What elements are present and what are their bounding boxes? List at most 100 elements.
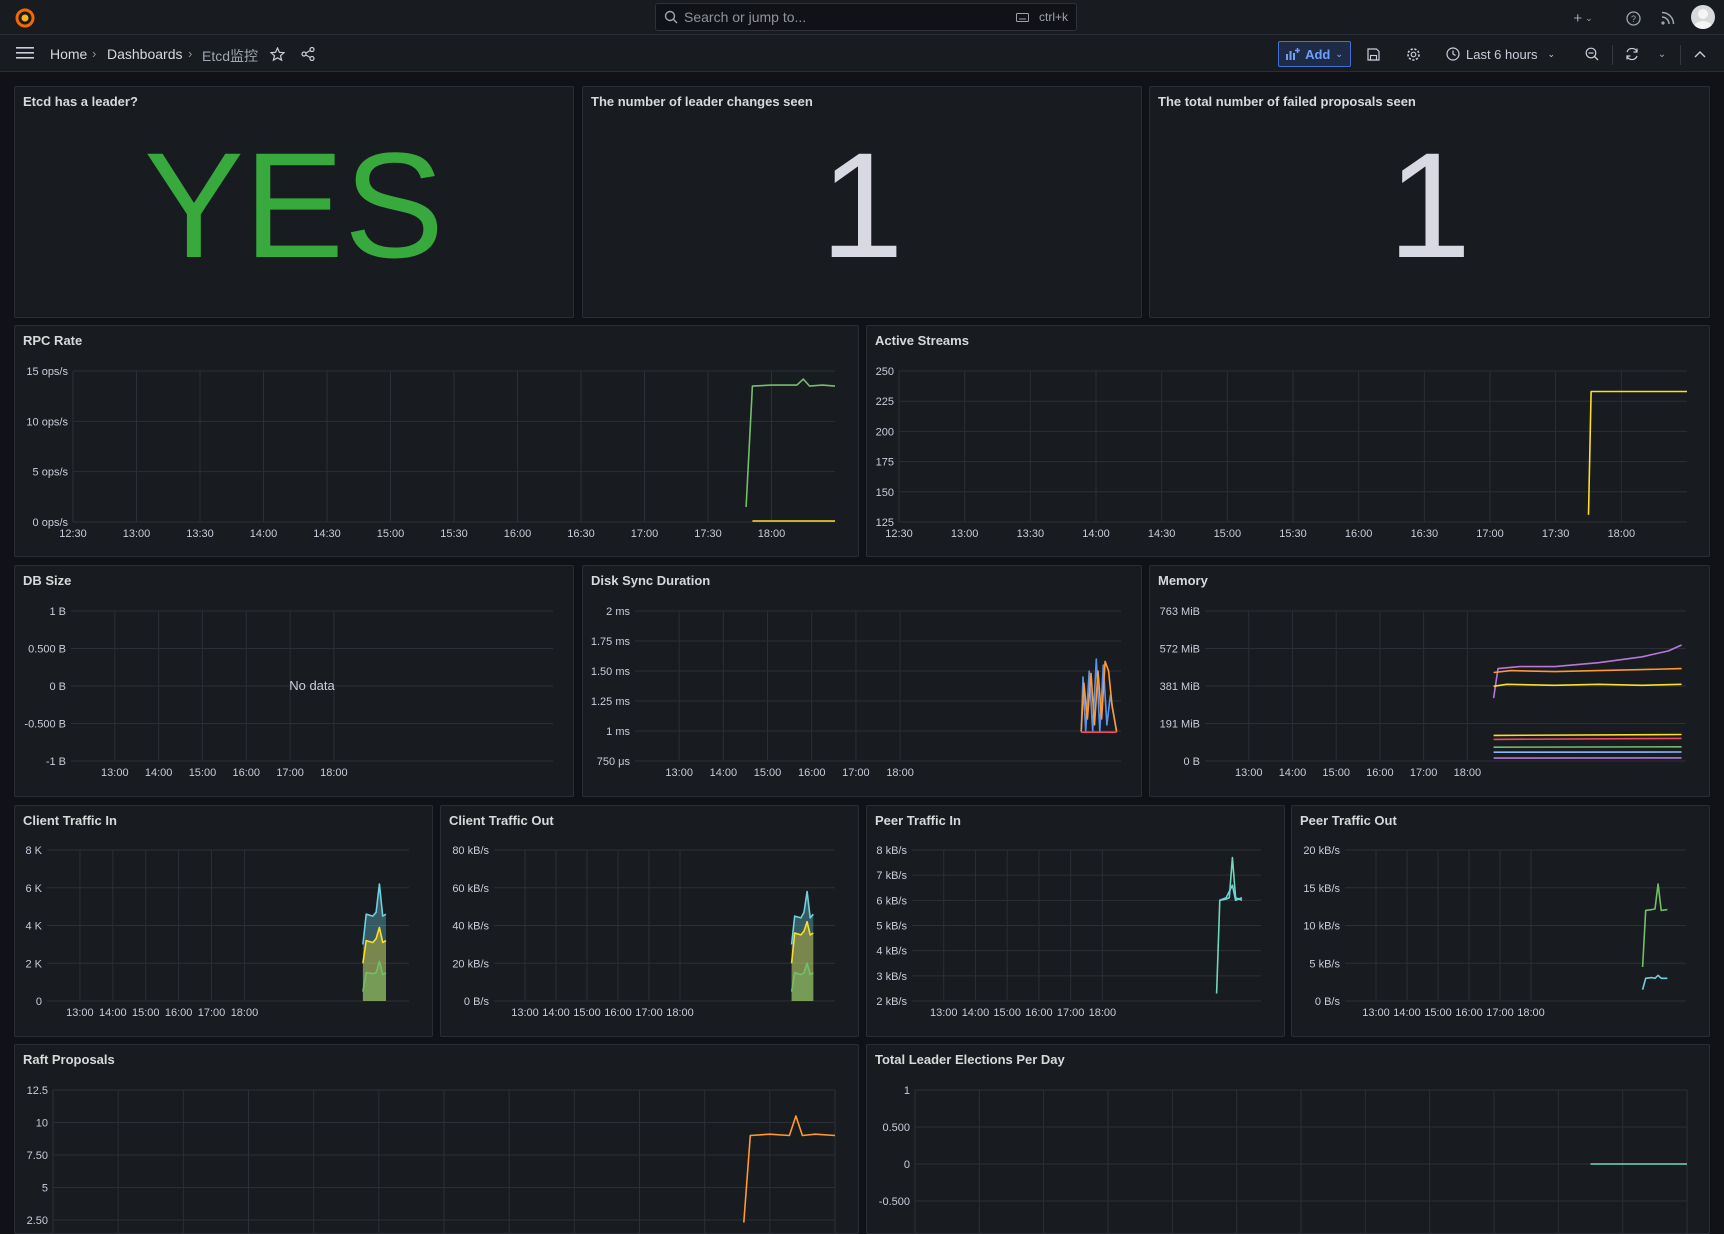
y-tick-label: 0.500 B [28,644,66,656]
breadcrumb-home[interactable]: Home [50,46,87,62]
y-tick-label: 763 MiB [1160,606,1200,618]
panel-title: The number of leader changes seen [591,94,813,109]
x-tick-label: 14:00 [1279,767,1307,779]
collapse-chevron-up-icon[interactable] [1690,44,1710,64]
breadcrumb-separator-icon: › [188,46,192,61]
zoom-out-icon[interactable] [1582,44,1602,64]
x-tick-label: 16:00 [798,767,826,779]
clock-icon [1446,47,1460,61]
y-tick-label: 1.50 ms [591,666,631,678]
settings-gear-icon[interactable] [1403,44,1423,64]
y-tick-label: 0.500 [882,1122,910,1134]
x-tick-label: 17:00 [1057,1007,1085,1019]
x-tick-label: 12:30 [885,528,913,540]
user-avatar[interactable] [1691,5,1715,29]
y-tick-label: 15 kB/s [1303,883,1340,895]
time-range-picker[interactable]: Last 6 hours ⌄ [1446,41,1568,67]
y-tick-label: 0 B [1183,756,1200,768]
y-tick-label: 572 MiB [1160,644,1200,656]
grafana-logo-icon[interactable] [12,6,38,30]
y-tick-label: 20 kB/s [1303,845,1340,857]
toolbar-divider [1612,45,1613,65]
share-icon[interactable] [298,44,318,64]
search-input[interactable]: Search or jump to... ctrl+k [655,3,1077,31]
x-tick-label: 16:30 [1411,528,1439,540]
series-line [744,1116,835,1223]
refresh-interval-chevron-icon[interactable]: ⌄ [1654,44,1670,64]
help-icon[interactable]: ? [1622,7,1644,29]
breadcrumb-separator-icon: › [92,46,96,61]
x-tick-label: 18:00 [1089,1007,1117,1019]
x-tick-label: 15:00 [1214,528,1242,540]
y-tick-label: 8 K [25,845,42,857]
y-tick-label: 0 B/s [1315,996,1341,1008]
stat-panel-leader[interactable]: Etcd has a leader? YES [14,86,574,318]
refresh-icon[interactable] [1622,44,1642,64]
x-tick-label: 14:00 [710,767,738,779]
series-line [746,379,835,507]
y-tick-label: 12.5 [27,1085,48,1097]
x-tick-label: 17:00 [1476,528,1504,540]
stat-panel-leader-changes[interactable]: The number of leader changes seen 1 [582,86,1142,318]
add-button[interactable]: Add ⌄ [1278,41,1351,67]
x-tick-label: 17:00 [1410,767,1438,779]
x-tick-label: 16:00 [1366,767,1394,779]
x-tick-label: 18:00 [666,1007,694,1019]
y-tick-label: 10 kB/s [1303,921,1340,933]
x-tick-label: 15:00 [1322,767,1350,779]
x-tick-label: 18:00 [320,767,348,779]
new-plus-icon[interactable]: +⌄ [1568,7,1598,29]
y-tick-label: 0 [904,1159,910,1171]
y-tick-label: 2 ms [606,606,630,618]
y-tick-label: 80 kB/s [452,845,489,857]
stat-panel-failed-proposals[interactable]: The total number of failed proposals see… [1149,86,1710,318]
x-tick-label: 18:00 [1608,528,1636,540]
x-tick-label: 14:00 [1393,1007,1421,1019]
x-tick-label: 17:00 [631,528,659,540]
y-tick-label: 1 [904,1085,910,1097]
x-tick-label: 13:00 [123,528,151,540]
chevron-down-icon: ⌄ [1548,49,1556,60]
y-tick-label: 7 kB/s [876,870,907,882]
x-tick-label: 15:00 [1424,1007,1452,1019]
x-tick-label: 14:00 [145,767,173,779]
search-shortcut: ctrl+k [1016,10,1068,24]
x-tick-label: 16:00 [165,1007,193,1019]
y-tick-label: 4 kB/s [876,946,907,958]
x-tick-label: 16:30 [567,528,595,540]
menu-icon[interactable] [14,44,36,62]
save-icon[interactable] [1363,44,1383,64]
x-tick-label: 17:00 [198,1007,226,1019]
y-tick-label: 191 MiB [1160,719,1200,731]
breadcrumb-dashboards[interactable]: Dashboards [107,46,183,62]
x-tick-label: 15:00 [993,1007,1021,1019]
stat-value: 1 [583,135,1141,275]
series-line [1589,392,1688,515]
x-tick-label: 16:00 [504,528,532,540]
panel-title: Etcd has a leader? [23,94,138,109]
news-rss-icon[interactable] [1657,7,1679,29]
y-tick-label: 10 [36,1118,48,1130]
y-tick-label: 5 [42,1183,48,1195]
x-tick-label: 12:30 [59,528,87,540]
chevron-down-icon: ⌄ [1335,49,1343,60]
x-tick-label: 17:30 [1542,528,1570,540]
x-tick-label: 17:00 [1486,1007,1514,1019]
y-tick-label: 15 ops/s [26,366,68,378]
star-icon[interactable] [267,44,287,64]
toolbar-divider [1680,45,1681,65]
